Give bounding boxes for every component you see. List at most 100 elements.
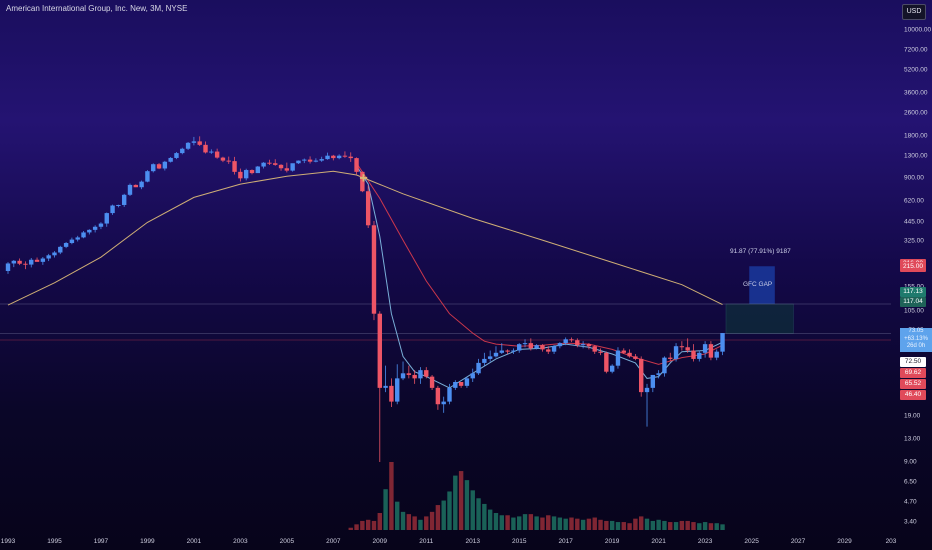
candle — [412, 374, 417, 379]
candle — [639, 358, 644, 393]
candle — [209, 151, 214, 153]
candle — [633, 356, 638, 359]
volume-bar — [615, 522, 621, 530]
candle — [708, 344, 714, 358]
candle — [604, 352, 609, 372]
candle — [493, 352, 499, 357]
candle — [464, 378, 470, 386]
time-tick: 1995 — [47, 538, 62, 545]
candle — [121, 194, 127, 205]
candle — [29, 259, 34, 265]
volume-bar — [435, 505, 441, 530]
volume-bar — [720, 524, 725, 530]
time-tick: 2025 — [744, 538, 759, 545]
volume-bar — [418, 519, 423, 530]
candle — [69, 239, 75, 244]
candle — [615, 350, 621, 366]
candle — [81, 232, 86, 238]
candle — [458, 381, 464, 386]
cross-marker: ✚ — [359, 173, 367, 184]
candle — [151, 164, 156, 172]
time-tick: 2005 — [279, 538, 295, 545]
candle — [702, 344, 708, 353]
time-tick: 2029 — [837, 538, 852, 545]
current-price: 73.05 — [908, 328, 924, 334]
volume-bar — [662, 520, 667, 530]
candle — [720, 333, 725, 352]
candle — [592, 346, 597, 352]
volume-bar — [377, 513, 382, 530]
candle — [383, 385, 388, 388]
candle — [92, 226, 98, 230]
candle — [569, 339, 574, 341]
candle — [534, 345, 539, 349]
price-tick: 9.00 — [904, 458, 917, 466]
price-tick: 6.50 — [904, 478, 917, 486]
time-tick: 203 — [885, 538, 897, 545]
volume-bar — [476, 498, 481, 530]
time-tick: 2027 — [790, 538, 806, 545]
candle — [354, 158, 359, 172]
volume-bar — [668, 522, 673, 530]
price-tick: 1300.00 — [904, 152, 928, 160]
candle — [540, 345, 545, 350]
price-tag-117-13: 117.13 — [900, 287, 926, 297]
moving-average-1 — [356, 165, 723, 389]
candle — [127, 184, 133, 195]
measure-label: 91.87 (77.91%) 9187 — [730, 248, 791, 255]
volume-bar — [464, 480, 470, 530]
candle — [511, 350, 516, 352]
volume-bar — [499, 515, 504, 530]
volume-bar — [429, 511, 435, 530]
gfc-gap-box — [749, 266, 775, 305]
currency-button[interactable]: USD — [902, 4, 926, 20]
volume-bar — [389, 462, 394, 530]
volume-bar — [505, 515, 510, 530]
time-tick: 2023 — [697, 538, 713, 545]
candle — [145, 171, 150, 182]
volume-bar — [534, 516, 539, 530]
time-tick: 2015 — [511, 538, 527, 545]
time-tick: 1997 — [93, 538, 109, 545]
volume-bar — [714, 523, 719, 530]
candle — [255, 166, 260, 174]
candle — [191, 141, 197, 143]
volume-bar — [522, 514, 528, 530]
candle — [650, 374, 656, 388]
price-tag-215: 215.00 — [900, 262, 926, 272]
volume-bar — [517, 516, 522, 530]
candle — [336, 155, 342, 159]
candle — [58, 246, 63, 253]
price-tick: 325.00 — [904, 237, 924, 245]
candle — [273, 163, 278, 165]
candle — [168, 157, 173, 162]
candle — [697, 352, 702, 359]
candle — [377, 313, 382, 388]
candle — [313, 160, 319, 162]
volume-bar — [412, 516, 417, 530]
volume-bar — [540, 517, 545, 530]
price-tick: 1800.00 — [904, 132, 928, 140]
volume-bar — [656, 519, 661, 530]
moving-average-3 — [7, 170, 723, 306]
bar-countdown: 26d 0h — [906, 343, 926, 349]
candle — [52, 252, 57, 256]
candle — [400, 373, 406, 379]
candle — [302, 159, 307, 161]
volume-bar — [604, 520, 609, 530]
time-tick: 2009 — [372, 538, 388, 545]
candle — [249, 170, 255, 174]
volume-bar — [673, 522, 679, 530]
volume-bar — [627, 523, 632, 530]
candle — [389, 385, 394, 402]
candle — [575, 340, 580, 346]
volume-bar — [395, 501, 400, 530]
candle — [87, 229, 92, 233]
candle — [435, 387, 441, 405]
candle — [174, 153, 179, 158]
price-tick: 3600.00 — [904, 89, 928, 97]
candle — [214, 151, 220, 158]
candle — [499, 350, 504, 353]
